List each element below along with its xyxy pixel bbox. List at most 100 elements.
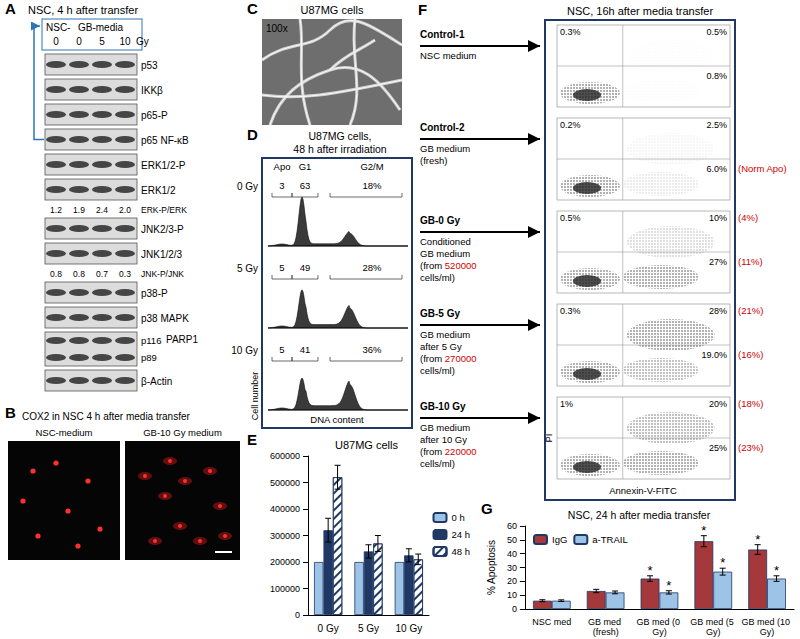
svg-text:(16%): (16%) [738,349,763,360]
svg-text:100x: 100x [266,23,288,34]
svg-text:(fresh): (fresh) [420,155,447,166]
svg-text:0.3%: 0.3% [560,306,581,316]
svg-text:p53: p53 [141,60,158,71]
svg-text:1.2: 1.2 [50,205,62,215]
svg-text:20%: 20% [709,399,727,409]
svg-text:28%: 28% [362,262,382,273]
svg-text:0.7: 0.7 [96,269,108,279]
svg-text:(21%): (21%) [738,305,763,316]
svg-text:(18%): (18%) [738,398,763,409]
svg-text:6.0%: 6.0% [706,164,727,174]
svg-text:49: 49 [300,262,311,273]
svg-text:*: * [720,555,725,570]
svg-text:PARP1: PARP1 [166,334,198,345]
svg-text:G1: G1 [299,161,312,172]
svg-text:0.3%: 0.3% [560,27,581,37]
svg-text:NSC-medium: NSC-medium [35,427,92,438]
svg-text:NSC-: NSC- [46,22,70,33]
svg-text:36%: 36% [362,344,382,355]
svg-text:cells/ml): cells/ml) [420,272,455,283]
svg-text:0.3: 0.3 [119,269,131,279]
svg-text:cells/ml): cells/ml) [420,365,455,376]
svg-text:B: B [5,404,16,421]
svg-text:ERK-P/ERK: ERK-P/ERK [141,205,187,215]
svg-text:Control-1: Control-1 [420,29,465,40]
svg-text:0 Gy: 0 Gy [237,181,258,192]
svg-text:after 10 Gy: after 10 Gy [420,434,467,445]
svg-text:1.9: 1.9 [73,205,85,215]
svg-text:Apo: Apo [274,161,291,172]
svg-text:% Apoptosis: % Apoptosis [486,540,497,595]
svg-text:27%: 27% [709,257,727,267]
svg-text:PI: PI [543,434,554,443]
svg-text:GB medium: GB medium [420,422,470,433]
svg-text:GB-10 Gy: GB-10 Gy [420,401,466,412]
svg-text:Cell number: Cell number [250,372,260,421]
svg-text:p38 MAPK: p38 MAPK [141,313,189,324]
svg-text:50: 50 [507,535,517,545]
svg-text:*: * [701,523,706,538]
svg-text:5: 5 [279,344,284,355]
svg-text:C: C [247,0,258,17]
svg-text:GB medium: GB medium [420,143,470,154]
svg-text:IgG: IgG [552,534,567,545]
svg-text:NSC, 24 h after media transfer: NSC, 24 h after media transfer [568,509,711,521]
svg-text:JNK2/3-P: JNK2/3-P [141,224,184,235]
svg-text:G2/M: G2/M [360,161,383,172]
svg-text:0.5%: 0.5% [706,27,727,37]
svg-text:400000: 400000 [270,504,300,514]
svg-text:Gy): Gy) [652,627,667,637]
svg-text:*: * [774,563,779,578]
svg-text:GB-10 Gy medium: GB-10 Gy medium [143,427,222,438]
svg-text:after 5 Gy: after 5 Gy [420,341,462,352]
svg-text:GB med (5: GB med (5 [690,617,736,627]
svg-text:*: * [666,578,671,593]
svg-text:p38-P: p38-P [141,288,168,299]
svg-text:3: 3 [279,180,284,191]
svg-text:2.4: 2.4 [96,205,108,215]
svg-text:A: A [5,0,16,17]
svg-text:0.2%: 0.2% [560,120,581,130]
svg-text:(from 270000: (from 270000 [420,353,477,364]
svg-text:GB-media: GB-media [78,22,123,33]
svg-text:0.8: 0.8 [50,269,62,279]
svg-text:25%: 25% [709,443,727,453]
svg-text:10 Gy: 10 Gy [231,345,258,356]
svg-text:Annexin-V-FITC: Annexin-V-FITC [609,485,677,496]
svg-text:U87MG cells: U87MG cells [335,439,398,451]
svg-text:0 Gy: 0 Gy [318,623,339,634]
svg-text:0.5%: 0.5% [560,213,581,223]
svg-text:GB medium: GB medium [420,248,470,259]
svg-text:5: 5 [279,262,284,273]
svg-text:(23%): (23%) [738,442,763,453]
svg-text:5 Gy: 5 Gy [358,623,379,634]
svg-text:(fresh): (fresh) [593,627,619,637]
svg-text:18%: 18% [362,180,382,191]
svg-text:10%: 10% [709,213,727,223]
svg-text:10: 10 [119,36,131,47]
svg-text:60: 60 [507,521,517,531]
svg-text:(from 220000: (from 220000 [420,446,477,457]
svg-text:a-TRAIL: a-TRAIL [592,534,627,545]
svg-text:GB med: GB med [588,617,624,627]
svg-text:28%: 28% [709,306,727,316]
svg-text:5 Gy: 5 Gy [237,263,258,274]
svg-text:G: G [481,500,493,517]
svg-text:300000: 300000 [270,531,300,541]
svg-text:β-Actin: β-Actin [141,376,172,387]
svg-text:0: 0 [512,604,517,614]
svg-text:0 h: 0 h [452,512,465,523]
svg-text:Gy): Gy) [706,627,721,637]
svg-text:p89: p89 [141,352,157,363]
svg-text:Gy): Gy) [760,627,775,637]
svg-text:63: 63 [300,180,311,191]
svg-text:U87MG cells,: U87MG cells, [308,130,371,142]
svg-text:1%: 1% [560,399,573,409]
svg-text:GB-5 Gy: GB-5 Gy [420,308,460,319]
svg-text:48 h after irradiation: 48 h after irradiation [293,143,387,155]
svg-text:DNA content: DNA content [310,414,364,425]
svg-text:19.0%: 19.0% [701,350,727,360]
svg-text:NSC, 16h after media transfer: NSC, 16h after media transfer [567,5,713,17]
svg-text:E: E [247,431,257,448]
svg-text:5: 5 [99,36,105,47]
